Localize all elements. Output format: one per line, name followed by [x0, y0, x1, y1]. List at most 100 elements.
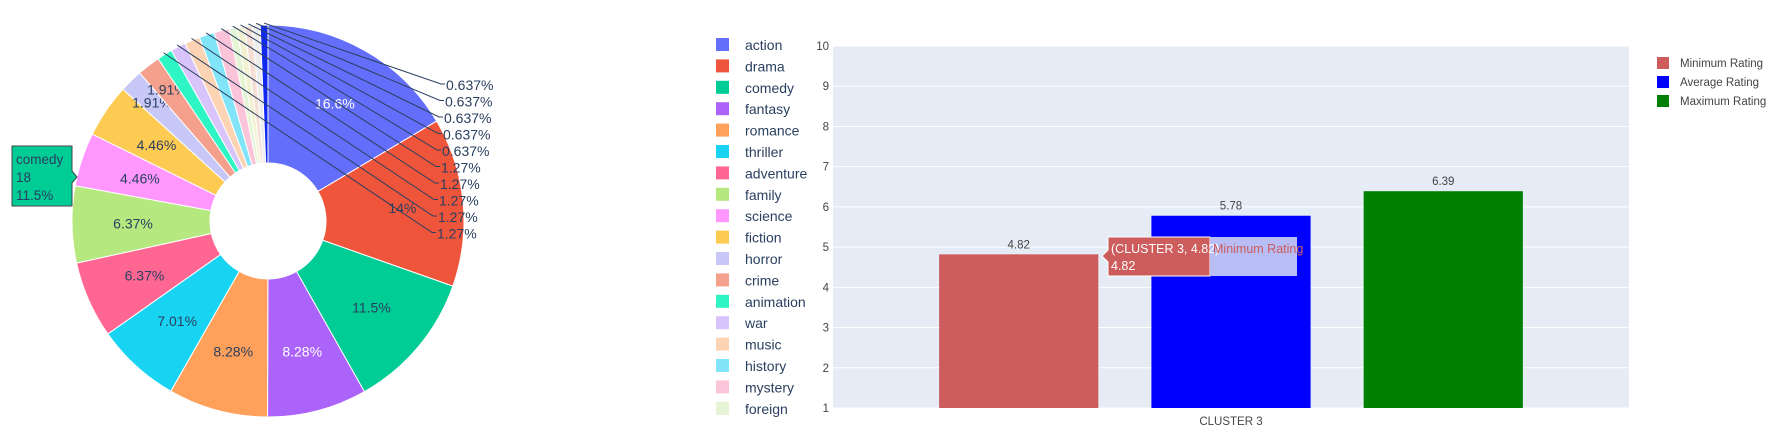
bar-data-labels: 4.82 5.78 6.39: [1008, 176, 1455, 251]
y-tick-label-3: 3: [823, 323, 829, 335]
legend-swatch-history: [716, 359, 729, 372]
legend-swatch-thriller: [716, 145, 729, 158]
legend-swatch-music: [716, 337, 729, 351]
legend-swatch-action: [716, 38, 729, 51]
legend-swatch-war: [716, 316, 729, 330]
bar-label-average-rating: 5.78: [1220, 201, 1242, 213]
legend-item-war[interactable]: war: [744, 315, 768, 331]
pie-slice-action[interactable]: [267, 24, 438, 193]
pie-slice-label-comedy: 11.5%: [352, 300, 391, 316]
legend-swatch-fantasy: [716, 102, 729, 116]
legend-swatch-comedy: [716, 80, 729, 94]
pie-tooltip-box: [11, 145, 78, 207]
legend-item-animation[interactable]: animation: [745, 294, 806, 310]
legend-item-mystery[interactable]: mystery: [745, 379, 794, 395]
pie-slice-label-adventure: 6.37%: [125, 267, 165, 283]
pie-outside-label-other-20: 0.637%: [445, 94, 492, 110]
bar-legend-item-maximum-rating[interactable]: Maximum Rating: [1680, 96, 1766, 108]
pie-leader-line-war: [176, 44, 437, 217]
bar-minimum-rating[interactable]: [939, 254, 1099, 408]
bar-label-minimum-rating: 4.82: [1008, 239, 1030, 251]
legend-item-romance[interactable]: romance: [745, 123, 800, 139]
bar-y-tick-labels: 1 2 3 4 5 6 7 8 9 10: [816, 41, 829, 415]
legend-item-fiction[interactable]: fiction: [745, 230, 782, 246]
pie-slice-label-romance: 8.28%: [213, 343, 253, 359]
pie-leader-line-mystery: [220, 28, 440, 167]
bar-legend: Minimum Rating Average Rating Maximum Rati…: [1657, 57, 1766, 108]
y-tick-label-9: 9: [823, 81, 829, 93]
legend-item-thriller[interactable]: thriller: [745, 144, 783, 160]
legend-item-music[interactable]: music: [745, 337, 782, 353]
pie-slice-comedy[interactable]: [295, 239, 454, 393]
pie-leader-line-other-18: [240, 24, 442, 134]
y-tick-label-6: 6: [823, 202, 829, 214]
y-tick-label-10: 10: [816, 41, 829, 53]
pie-slice-label-action: 16.6%: [315, 96, 355, 112]
legend-item-history[interactable]: history: [745, 358, 786, 374]
legend-item-drama[interactable]: drama: [745, 58, 785, 74]
pie-slice-drama[interactable]: [317, 120, 465, 287]
legend-item-action[interactable]: action: [745, 37, 782, 53]
bar-legend-swatch-minimum-rating: [1657, 57, 1669, 69]
legend-swatch-foreign: [716, 401, 729, 415]
bar-hover-tooltip: (CLUSTER 3, 4.82) 4.82 Minimum Rating: [1101, 236, 1303, 277]
rating-bar-chart: 1 2 3 4 5 6 7 8 9 10 4.82 5.78 6.39 CLUSTER 3 (CLUS…: [816, 41, 1629, 428]
bar-legend-item-average-rating[interactable]: Average Rating: [1680, 77, 1759, 89]
pie-slice-label-thriller: 7.01%: [157, 313, 197, 329]
x-tick-label-cluster-3: CLUSTER 3: [1199, 416, 1262, 428]
pie-hover-tooltip: comedy 18 11.5%: [11, 145, 78, 207]
legend-item-comedy[interactable]: comedy: [745, 80, 794, 96]
pie-outside-label-mystery: 1.27%: [441, 160, 481, 176]
pie-leader-line-other-20: [256, 22, 444, 101]
pie-outside-label-animation: 1.27%: [437, 226, 477, 242]
pie-outside-labels: 0.637%0.637%0.637%0.637%0.637%1.27%1.27%…: [163, 22, 493, 242]
pie-slice-label-fantasy: 8.28%: [282, 344, 322, 360]
y-tick-label-4: 4: [823, 282, 830, 294]
legend-item-crime[interactable]: crime: [745, 272, 779, 288]
bar-tooltip-value: 4.82: [1111, 259, 1135, 273]
pie-leader-line-foreign: [232, 25, 441, 151]
pie-outside-label-other-18: 0.637%: [443, 127, 490, 143]
pie-leader-line-history: [205, 32, 439, 184]
legend-item-adventure[interactable]: adventure: [745, 165, 807, 181]
pie-slice-other-21[interactable]: [259, 24, 269, 164]
pie-leader-line-animation: [163, 52, 436, 233]
y-tick-label-5: 5: [823, 242, 829, 254]
legend-swatch-science: [716, 209, 729, 223]
legend-item-foreign[interactable]: foreign: [745, 401, 788, 417]
pie-slice-label-fiction: 4.46%: [137, 137, 177, 153]
bar-legend-swatch-maximum-rating: [1657, 95, 1669, 107]
genre-pie-chart: 16.6% 14% 11.5% 8.28% 8.28% 7.01% 6.37% 6.37% 4.…: [11, 22, 493, 418]
legend-swatch-romance: [716, 123, 729, 137]
legend-swatch-crime: [716, 273, 729, 287]
pie-leader-line-other-19: [248, 23, 443, 118]
legend-swatch-horror: [716, 252, 729, 265]
y-tick-label-2: 2: [823, 363, 829, 375]
legend-swatch-mystery: [716, 380, 729, 394]
pie-tooltip-count: 18: [16, 170, 31, 185]
legend-swatch-drama: [716, 59, 729, 73]
pie-tooltip-label: comedy: [16, 152, 64, 167]
bar-legend-item-minimum-rating[interactable]: Minimum Rating: [1680, 58, 1763, 70]
legend-item-science[interactable]: science: [745, 208, 793, 224]
pie-tooltip-percent: 11.5%: [16, 188, 53, 203]
legend-item-fantasy[interactable]: fantasy: [745, 101, 790, 117]
pie-slice-label-drama: 14%: [388, 200, 416, 216]
legend-item-horror[interactable]: horror: [745, 251, 783, 267]
legend-item-family[interactable]: family: [745, 187, 782, 203]
pie-slice-label-science: 4.46%: [120, 171, 160, 187]
bar-tooltip-series-name: Minimum Rating: [1213, 242, 1303, 256]
bar-tooltip-title: (CLUSTER 3, 4.82): [1111, 242, 1219, 256]
legend-swatch-fiction: [716, 230, 729, 244]
pie-outside-label-music: 1.27%: [439, 193, 479, 209]
bar-tooltip-name-box: [1210, 237, 1297, 276]
pie-slice-label-family: 6.37%: [113, 215, 153, 231]
legend-swatch-adventure: [716, 166, 729, 180]
bar-maximum-rating[interactable]: [1363, 191, 1523, 408]
pie-leader-line-music: [191, 37, 438, 200]
legend-swatch-family: [716, 187, 729, 201]
pie-legend: action drama comedy fantasy romance thriller a…: [716, 37, 807, 417]
pie-leader-line-other-21: [263, 22, 445, 85]
pie-outside-label-other-21: 0.637%: [446, 77, 493, 93]
